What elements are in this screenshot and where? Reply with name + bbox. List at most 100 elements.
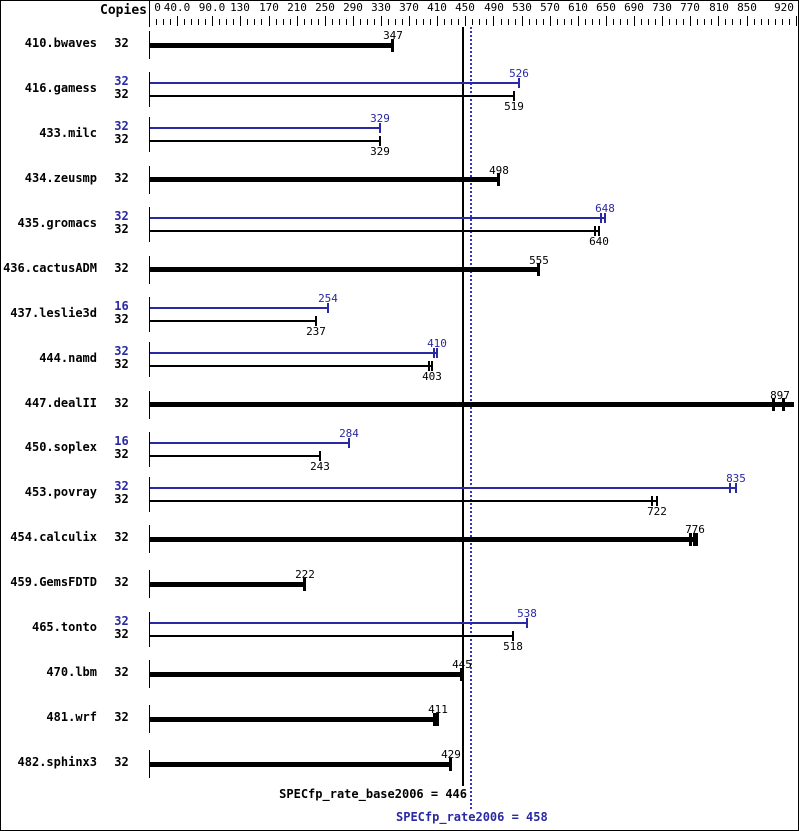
benchmark-label: 444.namd xyxy=(39,351,97,365)
axis-tick xyxy=(170,19,171,25)
run-tick xyxy=(695,533,698,546)
group-baseline xyxy=(149,525,150,553)
copies-value: 32 xyxy=(114,755,129,769)
result-bar xyxy=(150,140,380,142)
copies-value: 32 xyxy=(114,396,129,410)
run-tick xyxy=(782,398,785,411)
copies-value: 32 xyxy=(114,492,129,506)
copies-value: 32 xyxy=(114,87,129,101)
value-label: 648 xyxy=(595,202,615,215)
axis-tick xyxy=(613,19,614,25)
axis-tick xyxy=(198,19,199,25)
result-bar xyxy=(150,230,599,232)
axis-tick xyxy=(430,19,431,25)
axis-tick xyxy=(669,19,670,25)
run-tick xyxy=(512,631,514,641)
group-baseline xyxy=(149,705,150,733)
value-label: 347 xyxy=(383,29,403,42)
benchmark-label: 416.gamess xyxy=(24,81,97,95)
axis-tick xyxy=(789,19,790,25)
axis-tick xyxy=(606,16,607,26)
result-bar xyxy=(150,762,451,767)
axis-tick xyxy=(226,19,227,25)
axis-tick-label: 170 xyxy=(259,1,279,14)
axis-tick-label: 570 xyxy=(540,1,560,14)
value-label: 897 xyxy=(770,389,790,402)
axis-tick-label: 690 xyxy=(624,1,644,14)
copies-value: 32 xyxy=(114,74,129,88)
value-label: 429 xyxy=(441,748,461,761)
value-label: 640 xyxy=(589,235,609,248)
axis-tick xyxy=(381,16,382,26)
run-tick xyxy=(379,136,381,146)
result-bar xyxy=(150,365,432,367)
run-tick xyxy=(689,533,692,546)
axis-tick-label: 530 xyxy=(512,1,532,14)
axis-tick xyxy=(768,19,769,25)
axis-tick-label: 210 xyxy=(287,1,307,14)
copies-value: 32 xyxy=(114,710,129,724)
axis-tick xyxy=(585,19,586,25)
axis-tick xyxy=(325,16,326,26)
value-label: 555 xyxy=(529,254,549,267)
run-tick xyxy=(526,618,528,628)
axis-tick xyxy=(557,19,558,25)
benchmark-label: 410.bwaves xyxy=(24,36,97,50)
axis-tick xyxy=(592,19,593,25)
axis-tick xyxy=(486,19,487,25)
benchmark-label: 470.lbm xyxy=(46,665,97,679)
axis-tick xyxy=(704,19,705,25)
axis-tick xyxy=(761,19,762,25)
axis-tick-label: 810 xyxy=(709,1,729,14)
axis-tick xyxy=(620,19,621,25)
axis-tick xyxy=(564,19,565,25)
axis-tick xyxy=(472,19,473,25)
run-tick xyxy=(449,758,452,771)
run-tick xyxy=(436,713,439,726)
axis-tick xyxy=(718,16,719,26)
axis-tick-label: 610 xyxy=(568,1,588,14)
peak-mean-line xyxy=(470,27,472,809)
axis-tick xyxy=(367,19,368,25)
copies-value: 32 xyxy=(114,627,129,641)
result-bar xyxy=(150,217,605,219)
run-tick xyxy=(433,348,435,358)
axis-tick xyxy=(233,19,234,25)
result-bar xyxy=(150,82,519,84)
result-bar xyxy=(150,455,320,457)
run-tick xyxy=(428,361,430,371)
axis-tick xyxy=(493,16,494,26)
value-label: 284 xyxy=(339,427,359,440)
run-tick xyxy=(518,78,520,88)
axis-tick xyxy=(149,16,150,26)
axis-tick xyxy=(732,19,733,25)
axis-tick xyxy=(648,19,649,25)
axis-tick xyxy=(782,19,783,25)
axis-tick xyxy=(247,19,248,25)
axis-tick xyxy=(543,19,544,25)
group-baseline xyxy=(149,660,150,688)
group-baseline xyxy=(149,342,150,377)
copies-value: 32 xyxy=(114,132,129,146)
benchmark-label: 454.calculix xyxy=(10,530,97,544)
axis-tick xyxy=(395,19,396,25)
axis-tick xyxy=(479,19,480,25)
run-tick xyxy=(433,713,436,726)
axis-tick xyxy=(177,16,178,26)
copies-value: 32 xyxy=(114,575,129,589)
axis-tick xyxy=(662,16,663,26)
group-baseline xyxy=(149,166,150,194)
group-baseline xyxy=(149,256,150,284)
run-tick xyxy=(315,316,317,326)
group-baseline xyxy=(149,391,150,419)
axis-tick-label: 250 xyxy=(315,1,335,14)
axis-tick xyxy=(276,19,277,25)
group-baseline xyxy=(149,477,150,512)
axis-tick xyxy=(465,16,466,26)
axis-tick xyxy=(353,16,354,26)
group-baseline xyxy=(149,117,150,152)
axis-tick xyxy=(318,19,319,25)
result-bar xyxy=(150,487,736,489)
result-bar xyxy=(150,672,462,677)
